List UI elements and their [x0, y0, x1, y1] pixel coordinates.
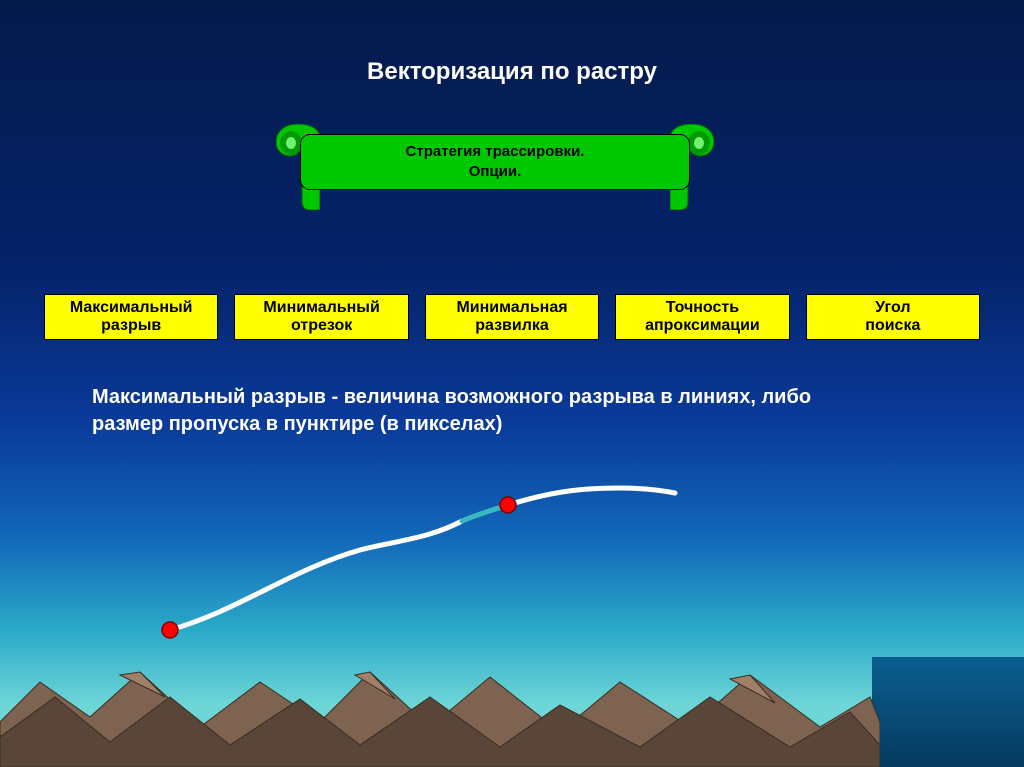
- scroll-line1: Стратегия трассировки.: [406, 142, 585, 162]
- option-line1: Минимальный: [263, 299, 379, 317]
- option-line1: Угол: [875, 299, 910, 317]
- option-box-2[interactable]: Минимальнаяразвилка: [425, 294, 599, 340]
- sea-strip: [872, 657, 1024, 767]
- scroll-line2: Опции.: [469, 162, 522, 182]
- option-line2: апроксимации: [645, 317, 760, 335]
- option-line1: Минимальная: [456, 299, 567, 317]
- mountains-icon: [0, 627, 880, 767]
- option-box-0[interactable]: Максимальныйразрыв: [44, 294, 218, 340]
- slide: Векторизация по растру Стратегия трассир…: [0, 0, 1024, 767]
- slide-title: Векторизация по растру: [0, 58, 1024, 86]
- option-box-3[interactable]: Точностьапроксимации: [615, 294, 789, 340]
- option-line2: поиска: [865, 317, 920, 335]
- option-box-1[interactable]: Минимальныйотрезок: [234, 294, 408, 340]
- description-text: Максимальный разрыв - величина возможног…: [92, 384, 864, 438]
- option-line2: отрезок: [291, 317, 352, 335]
- options-row: МаксимальныйразрывМинимальныйотрезокМини…: [44, 294, 980, 340]
- scroll-banner-body: Стратегия трассировки. Опции.: [300, 134, 690, 190]
- option-line1: Максимальный: [70, 299, 193, 317]
- scroll-banner: Стратегия трассировки. Опции.: [280, 122, 710, 218]
- option-box-4[interactable]: Уголпоиска: [806, 294, 980, 340]
- gap-illustration: [130, 470, 690, 650]
- option-line1: Точность: [666, 299, 739, 317]
- option-line2: развилка: [475, 317, 549, 335]
- option-line2: разрыв: [101, 317, 161, 335]
